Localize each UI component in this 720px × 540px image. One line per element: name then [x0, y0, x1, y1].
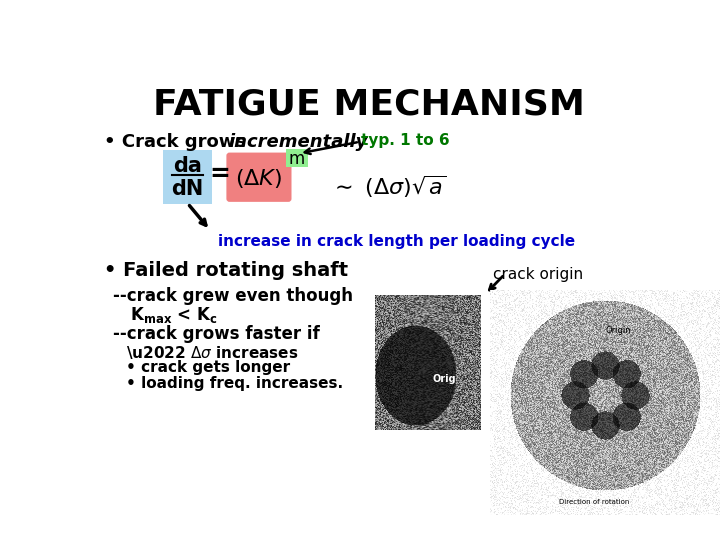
Text: • loading freq. increases.: • loading freq. increases. — [126, 376, 343, 391]
Text: increase in crack length per loading cycle: increase in crack length per loading cyc… — [218, 234, 575, 249]
FancyBboxPatch shape — [226, 153, 292, 202]
Text: 19: 19 — [611, 455, 632, 473]
Text: • Failed rotating shaft: • Failed rotating shaft — [104, 261, 348, 280]
Text: dN: dN — [171, 179, 204, 199]
Text: =: = — [210, 162, 230, 186]
Text: incrementally: incrementally — [228, 132, 367, 151]
FancyBboxPatch shape — [286, 148, 307, 167]
Text: FATIGUE MECHANISM: FATIGUE MECHANISM — [153, 88, 585, 122]
Text: crack origin: crack origin — [493, 267, 583, 282]
FancyBboxPatch shape — [163, 150, 212, 204]
Text: • crack gets longer: • crack gets longer — [126, 360, 289, 375]
Text: --crack grew even though: --crack grew even though — [113, 287, 354, 305]
Text: \u2022 $\Delta\sigma$ increases: \u2022 $\Delta\sigma$ increases — [126, 343, 298, 361]
Text: K$_{\mathregular{max}}$ < K$_{\mathregular{c}}$: K$_{\mathregular{max}}$ < K$_{\mathregul… — [130, 305, 218, 325]
Text: Origin: Origin — [605, 326, 631, 335]
Text: da: da — [174, 156, 202, 176]
Text: m: m — [289, 150, 305, 168]
Text: $\sim\ (\Delta\sigma)\sqrt{a}$: $\sim\ (\Delta\sigma)\sqrt{a}$ — [330, 173, 447, 200]
Text: typ. 1 to 6: typ. 1 to 6 — [361, 133, 450, 148]
Text: --crack grows faster if: --crack grows faster if — [113, 325, 320, 343]
Text: Direction of rotation: Direction of rotation — [559, 498, 629, 504]
Text: $(\Delta K)$: $(\Delta K)$ — [235, 167, 282, 190]
Text: • Crack grows: • Crack grows — [104, 132, 252, 151]
Text: Orig: Orig — [433, 374, 456, 384]
